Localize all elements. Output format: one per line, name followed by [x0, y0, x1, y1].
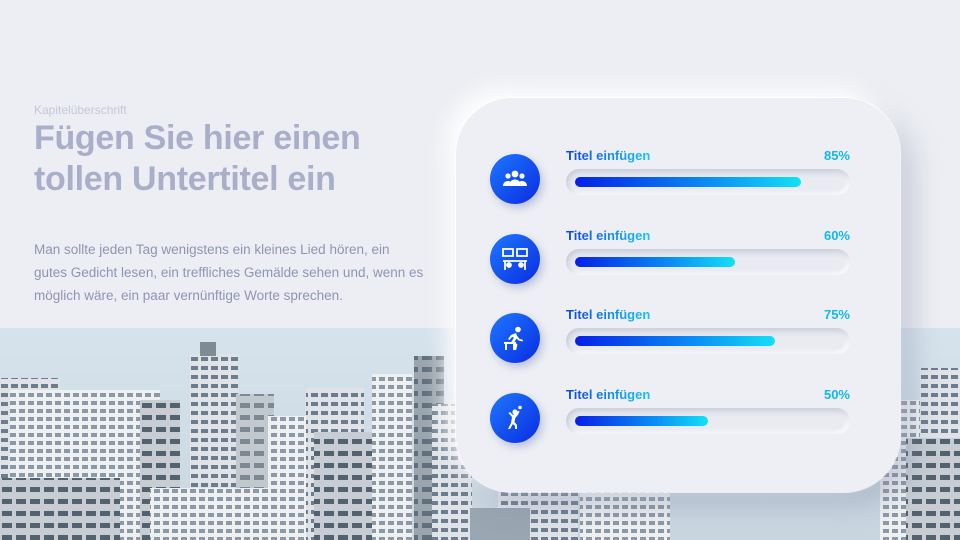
progress-fill: [575, 416, 708, 426]
meeting-icon: [490, 234, 540, 284]
progress-fill: [575, 336, 775, 346]
juggler-icon: [490, 393, 540, 443]
chapter-heading: Kapitelüberschrift: [34, 103, 127, 117]
hurdle-runner-icon: [490, 313, 540, 363]
progress-fill: [575, 177, 801, 187]
body-paragraph: Man sollte jeden Tag wenigstens ein klei…: [34, 242, 424, 303]
progress-title: Titel einfügen: [566, 228, 651, 243]
progress-row: Titel einfügen 75%: [456, 307, 900, 373]
progress-percent: 50%: [823, 387, 850, 402]
progress-percent: 60%: [823, 228, 850, 243]
progress-row: Titel einfügen 85%: [456, 148, 900, 214]
page-title: Fügen Sie hier einen tollen Untertitel e…: [34, 119, 361, 198]
progress-row: Titel einfügen 50%: [456, 387, 900, 453]
progress-percent: 85%: [823, 148, 850, 163]
progress-track: [566, 169, 850, 195]
progress-track: [566, 328, 850, 354]
team-icon: [490, 154, 540, 204]
progress-row: Titel einfügen 60%: [456, 228, 900, 294]
progress-title: Titel einfügen: [566, 387, 651, 402]
progress-title: Titel einfügen: [566, 148, 651, 163]
progress-track: [566, 249, 850, 275]
progress-percent: 75%: [823, 307, 850, 322]
progress-card: Titel einfügen 85% Titel einfügen 60%: [456, 98, 900, 492]
progress-fill: [575, 257, 735, 267]
progress-track: [566, 408, 850, 434]
progress-title: Titel einfügen: [566, 307, 651, 322]
